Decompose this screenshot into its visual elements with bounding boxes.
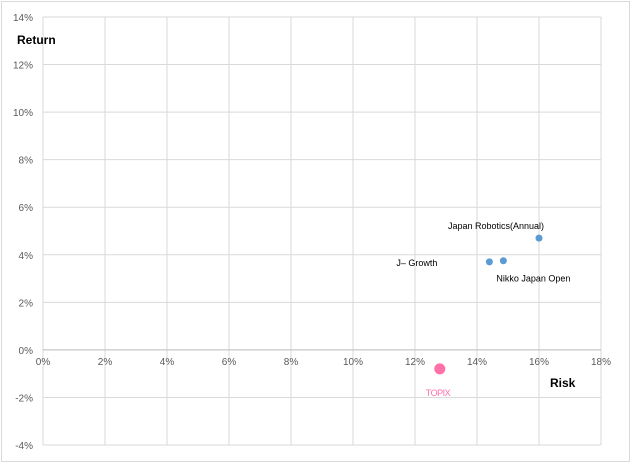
data-label: J– Growth [396, 258, 437, 268]
data-label: Nikko Japan Open [496, 274, 570, 284]
grid-lines [42, 16, 602, 446]
x-tick-label: 12% [405, 357, 425, 368]
data-point [499, 257, 507, 265]
y-tick-label: 6% [19, 203, 34, 214]
y-tick-label: 10% [13, 108, 33, 119]
y-tick-label: 12% [13, 61, 33, 72]
x-tick-label: 4% [160, 357, 175, 368]
x-tick-label: 0% [36, 357, 51, 368]
y-tick-label: 4% [19, 251, 34, 262]
y-axis-ticks: -4% -2% 0% 2% 4% 6% 8% 10% 12% 14% [13, 13, 33, 452]
y-tick-label: 8% [19, 156, 34, 167]
x-tick-label: 18% [591, 357, 611, 368]
y-tick-label: -4% [15, 441, 33, 452]
data-point [434, 363, 446, 375]
x-tick-label: 16% [529, 357, 549, 368]
y-tick-label: 2% [19, 298, 34, 309]
y-tick-label: 0% [19, 346, 34, 357]
data-points [434, 234, 543, 375]
x-axis-title: Risk [550, 376, 576, 390]
x-tick-label: 2% [98, 357, 113, 368]
data-point [485, 258, 493, 266]
x-tick-label: 6% [222, 357, 237, 368]
data-label: TOPIX [426, 388, 451, 398]
x-tick-label: 8% [284, 357, 299, 368]
x-tick-label: 14% [467, 357, 487, 368]
y-tick-label: -2% [15, 393, 33, 404]
y-tick-label: 14% [13, 13, 33, 24]
y-axis-title: Return [17, 33, 56, 47]
x-axis-ticks: 0% 2% 4% 6% 8% 10% 12% 14% 16% 18% [36, 357, 611, 368]
data-labels: Japan Robotics(Annual) J– Growth Nikko Jap… [396, 221, 570, 398]
data-label: Japan Robotics(Annual) [448, 221, 544, 231]
x-tick-label: 10% [343, 357, 363, 368]
data-point [535, 234, 543, 242]
